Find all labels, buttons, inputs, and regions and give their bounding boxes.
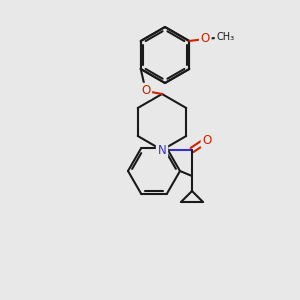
Text: O: O bbox=[201, 32, 210, 46]
Text: O: O bbox=[141, 85, 150, 98]
Text: O: O bbox=[202, 134, 211, 146]
Text: CH₃: CH₃ bbox=[216, 32, 234, 42]
Text: N: N bbox=[158, 143, 166, 157]
